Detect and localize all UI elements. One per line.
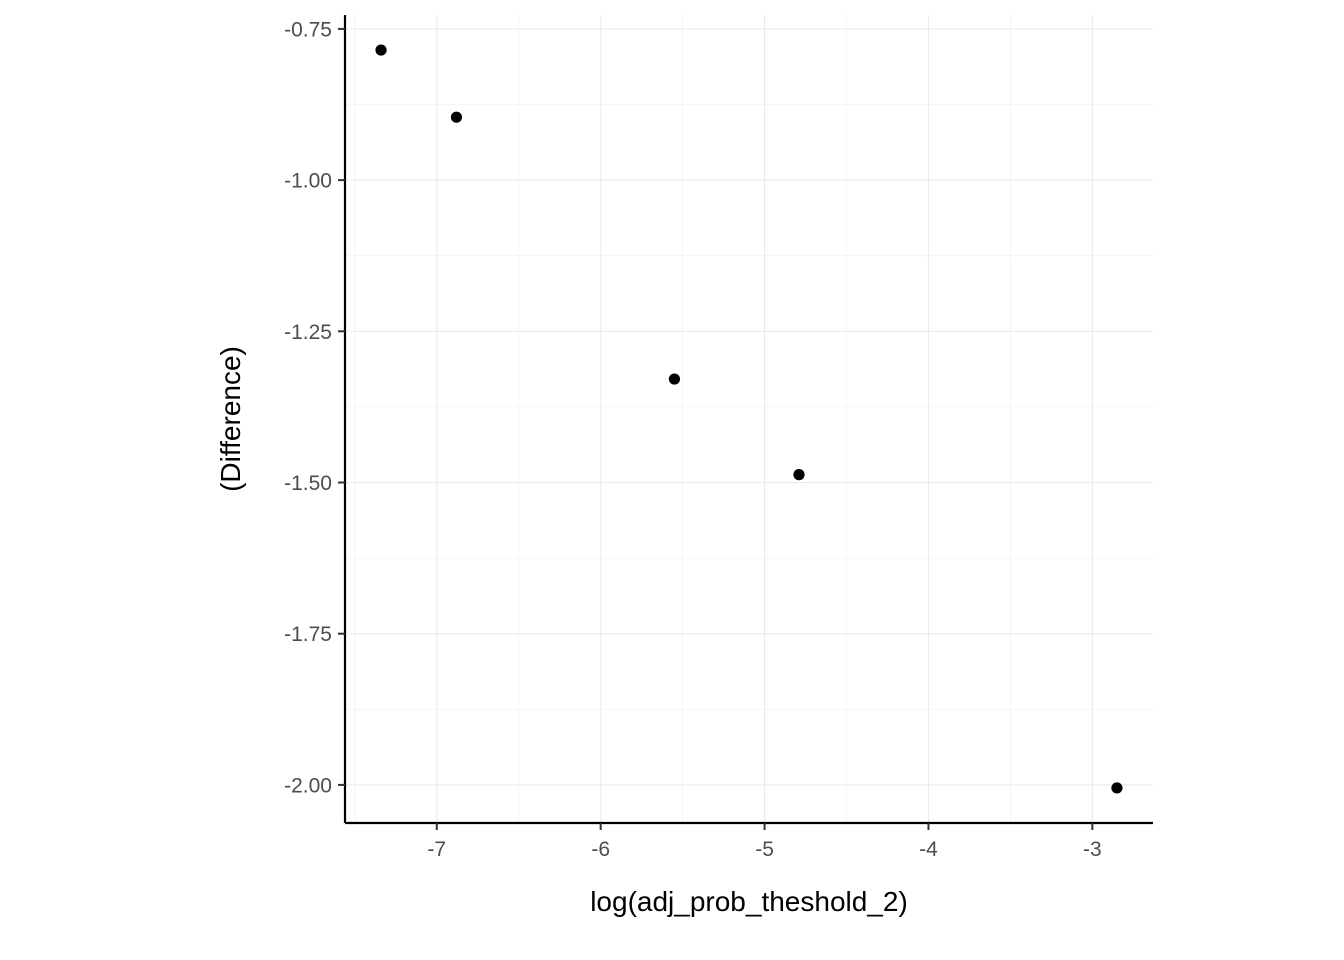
x-axis-title: log(adj_prob_theshold_2) (590, 886, 908, 917)
data-point (668, 373, 681, 385)
major-gridlines (345, 15, 1153, 823)
x-tick-label: -5 (755, 838, 774, 861)
x-tick-label: -7 (427, 838, 446, 861)
y-tick-label: -1.25 (284, 321, 332, 344)
y-tick-label: -0.75 (284, 18, 332, 41)
data-point (793, 469, 805, 481)
data-point (375, 44, 387, 56)
x-tick-label: -6 (591, 838, 610, 861)
y-axis-ticks: -0.75 -1.00 -1.25 -1.50 -1.75 -2.00 (284, 18, 345, 797)
data-points (375, 44, 1123, 794)
minor-gridlines (345, 15, 1153, 823)
y-tick-label: -1.50 (284, 472, 332, 495)
y-tick-label: -1.00 (284, 170, 332, 193)
x-tick-label: -4 (919, 838, 938, 861)
x-tick-label: -3 (1083, 838, 1102, 861)
data-point (1111, 782, 1123, 794)
y-tick-label: -2.00 (284, 774, 332, 797)
data-point (450, 111, 463, 123)
y-axis-title: (Difference) (215, 346, 246, 492)
y-tick-label: -1.75 (284, 623, 332, 646)
x-axis-ticks: -7 -6 -5 -4 -3 (427, 823, 1102, 861)
